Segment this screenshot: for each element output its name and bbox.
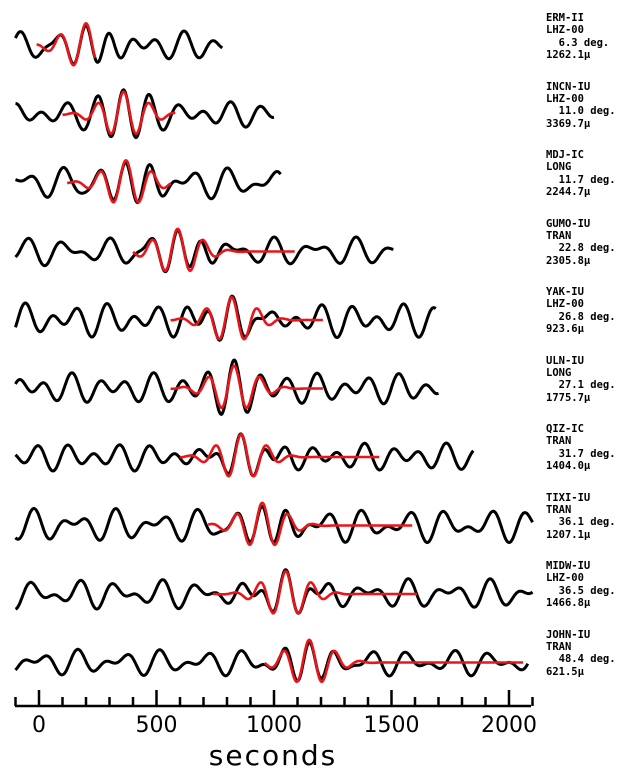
station-amplitude: 2305.8μ	[546, 254, 591, 267]
synthetic-trace	[62, 90, 176, 135]
station-channel: TRAN	[546, 640, 572, 653]
tick-label: 1500	[364, 713, 420, 738]
station-station: MDJ-IC	[546, 149, 584, 161]
station-station: INCN-IU	[546, 80, 591, 93]
station-label: TIXI-IU TRAN 36.1 deg. 1207.1μ	[546, 492, 622, 542]
station-channel: LHZ-00	[546, 298, 584, 311]
station-station: GUMO-IU	[546, 217, 591, 230]
observed-trace	[14, 568, 534, 615]
observed-trace	[14, 88, 275, 140]
station-distance: 36.5 deg.	[546, 584, 616, 597]
trace-john-iu	[14, 638, 530, 684]
trace-midw-iu	[14, 568, 534, 615]
trace-tixi-iu	[14, 501, 534, 547]
synthetic-trace	[179, 432, 380, 478]
x-axis-title: seconds	[209, 739, 337, 772]
station-label: QIZ-IC TRAN 31.7 deg. 1404.0μ	[546, 423, 622, 473]
trace-mdj-ic	[14, 159, 282, 205]
station-label: INCN-IU LHZ-00 11.0 deg. 3369.7μ	[546, 81, 622, 131]
x-axis-ticks	[14, 690, 534, 706]
station-station: JOHN-IU	[546, 628, 591, 641]
station-channel: LHZ-00	[546, 24, 584, 37]
synthetic-trace	[132, 227, 295, 273]
observed-trace	[14, 228, 394, 274]
station-label: ERM-II LHZ-00 6.3 deg. 1262.1μ	[546, 12, 622, 62]
station-amplitude: 1775.7μ	[546, 391, 591, 404]
station-distance: 11.0 deg.	[546, 105, 616, 118]
station-channel: LONG	[546, 366, 572, 379]
station-distance: 31.7 deg.	[546, 447, 616, 460]
station-label: JOHN-IU TRAN 48.4 deg. 621.5μ	[546, 629, 622, 679]
trace-gumo-iu	[14, 227, 394, 274]
synthetic-trace	[207, 501, 413, 547]
station-channel: LHZ-00	[546, 572, 584, 585]
station-station: ERM-II	[546, 12, 584, 24]
station-distance: 36.1 deg.	[546, 516, 616, 529]
trace-group	[14, 22, 534, 684]
station-station: ULN-IU	[546, 354, 584, 367]
station-distance: 11.7 deg.	[546, 173, 616, 186]
tick-label: 0	[32, 713, 46, 738]
synthetic-trace	[36, 22, 97, 67]
station-channel: TRAN	[546, 503, 572, 516]
synthetic-trace	[212, 570, 418, 615]
station-channel: LONG	[546, 161, 572, 174]
station-channel: TRAN	[546, 229, 572, 242]
trace-uln-iu	[14, 358, 440, 416]
tick-label: 2000	[481, 713, 537, 738]
synthetic-trace	[263, 638, 524, 684]
station-label: GUMO-IU TRAN 22.8 deg. 2305.8μ	[546, 218, 622, 268]
observed-trace	[14, 23, 224, 66]
station-label: ULN-IU LONG 27.1 deg. 1775.7μ	[546, 355, 622, 405]
station-label: MDJ-IC LONG 11.7 deg. 2244.7μ	[546, 149, 622, 199]
station-amplitude: 2244.7μ	[546, 186, 591, 199]
station-label: YAK-IU LHZ-00 26.8 deg. 923.6μ	[546, 286, 622, 336]
observed-trace	[14, 504, 534, 545]
observed-trace	[14, 161, 282, 205]
x-axis: 0 500 1000 1500 2000 seconds	[14, 690, 537, 772]
station-amplitude: 621.5μ	[546, 665, 584, 678]
trace-qiz-ic	[14, 432, 475, 478]
station-station: TIXI-IU	[546, 491, 591, 504]
station-channel: TRAN	[546, 435, 572, 448]
station-amplitude: 1404.0μ	[546, 460, 591, 473]
station-station: YAK-IU	[546, 286, 584, 298]
station-amplitude: 1262.1μ	[546, 49, 591, 62]
station-channel: LHZ-00	[546, 92, 584, 105]
station-amplitude: 3369.7μ	[546, 117, 591, 130]
station-distance: 22.8 deg.	[546, 242, 616, 255]
trace-yak-iu	[14, 294, 437, 342]
station-distance: 27.1 deg.	[546, 379, 616, 392]
synthetic-trace	[170, 295, 324, 341]
station-station: QIZ-IC	[546, 423, 584, 435]
trace-incn-iu	[14, 88, 275, 140]
station-amplitude: 1207.1μ	[546, 528, 591, 541]
station-station: MIDW-IU	[546, 560, 591, 572]
synthetic-trace	[66, 159, 172, 204]
x-axis-tick-labels: 0 500 1000 1500 2000	[32, 713, 537, 738]
station-distance: 48.4 deg.	[546, 653, 616, 666]
station-label: MIDW-IU LHZ-00 36.5 deg. 1466.8μ	[546, 560, 622, 610]
station-amplitude: 923.6μ	[546, 323, 584, 336]
tick-label: 500	[136, 713, 178, 738]
station-distance: 6.3 deg.	[546, 36, 610, 49]
trace-erm-ii	[14, 22, 224, 67]
observed-trace	[14, 640, 530, 683]
station-distance: 26.8 deg.	[546, 310, 616, 323]
station-amplitude: 1466.8μ	[546, 597, 591, 610]
tick-label: 1000	[246, 713, 302, 738]
synthetic-trace	[170, 364, 324, 410]
